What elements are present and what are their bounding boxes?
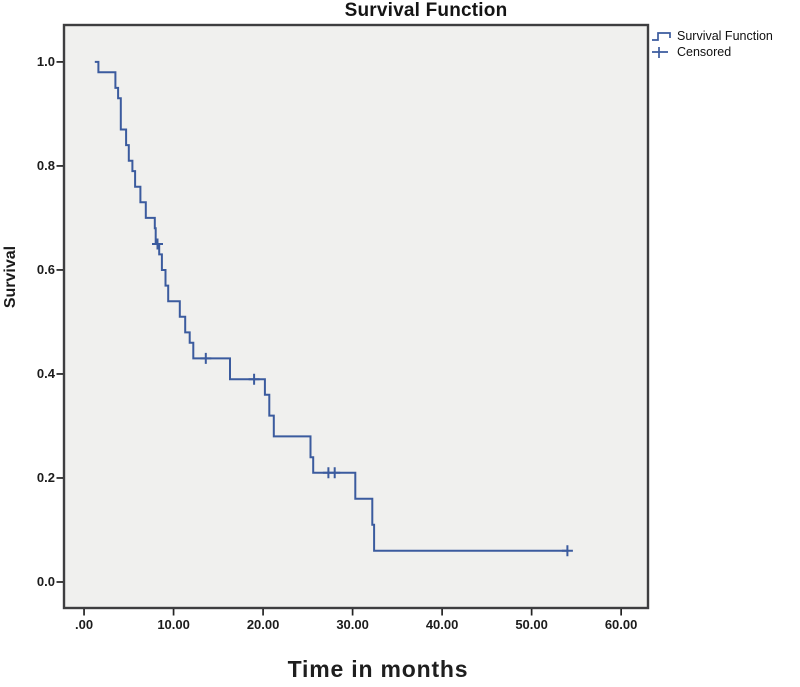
legend: Survival Function Censored	[651, 28, 773, 60]
x-tick-label: 50.00	[515, 617, 548, 632]
y-tick-label: 0.8	[36, 157, 55, 173]
y-tick-label: 0.2	[36, 470, 55, 485]
legend-item-survival-function: Survival Function	[651, 28, 773, 44]
censored-markers	[152, 238, 573, 557]
y-tick-label: 1.0	[36, 53, 55, 69]
step-line-icon	[652, 32, 671, 41]
legend-label: Censored	[677, 45, 732, 59]
legend-label: Survival Function	[677, 29, 773, 43]
y-axis-title: Survival	[2, 245, 19, 309]
chart-title: Survival Function	[344, 0, 508, 21]
x-tick-label: 20.00	[246, 617, 280, 632]
x-tick-label: 40.00	[425, 617, 459, 632]
plus-marker-icon	[652, 47, 668, 58]
legend-item-censored: Censored	[651, 44, 773, 60]
x-tick-label: 10.00	[157, 617, 190, 632]
y-tick-label: 0.6	[36, 262, 55, 277]
x-tick-label: 30.00	[336, 617, 369, 632]
y-tick-label: 0.4	[36, 366, 55, 381]
y-tick-label: 0.0	[36, 574, 55, 589]
x-axis-title: Time in months	[287, 656, 469, 682]
survival-step-curve	[94, 60, 568, 552]
x-tick-label: .00	[75, 617, 94, 632]
x-tick-label: 60.00	[604, 617, 638, 632]
plot-area	[62, 23, 650, 610]
